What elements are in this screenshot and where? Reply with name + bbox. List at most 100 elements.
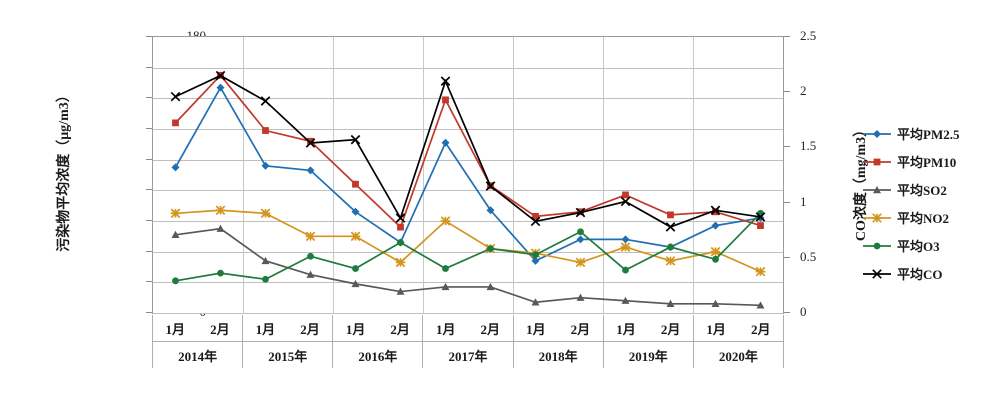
data-point-x (260, 96, 271, 106)
x-axis-month-label: 2月 (750, 322, 771, 337)
series-5 (172, 209, 764, 285)
x-axis-month-label: 2月 (300, 322, 320, 337)
x-axis-month-row: 1月 2月 (513, 315, 603, 342)
x-axis-month-row: 1月 2月 (333, 315, 423, 342)
year-separator (603, 37, 604, 313)
data-point-square (873, 158, 881, 165)
series-line (174, 85, 761, 262)
data-point-circle (442, 265, 449, 272)
data-point-square (352, 180, 359, 188)
y-tick-mark (146, 220, 152, 221)
year-separator (693, 37, 694, 313)
legend-label: 平均O3 (897, 239, 940, 254)
x-axis-month-row: 1月 2月 (423, 315, 513, 342)
data-point-x (620, 196, 631, 207)
data-point-square (307, 137, 314, 145)
x-axis-month-label: 1月 (345, 322, 366, 337)
data-point-circle (532, 251, 539, 259)
data-point-diamond (171, 163, 180, 172)
legend-label: 平均NO2 (897, 211, 950, 226)
x-axis-year-group: 1月 2月 2020年 (693, 315, 784, 368)
legend-item-2[interactable]: 平均PM10 (862, 152, 959, 171)
year-separator (243, 37, 244, 313)
secondary-y-tick-mark (784, 312, 790, 313)
data-point-x (215, 70, 226, 81)
data-point-triangle (756, 301, 765, 309)
data-point-diamond (576, 235, 585, 244)
data-point-circle (307, 252, 314, 260)
y-tick-mark (146, 36, 152, 37)
data-point-x (350, 134, 361, 145)
gridline (153, 190, 783, 192)
secondary-y-tick-label: 1 (800, 193, 807, 209)
secondary-y-tick-mark (784, 91, 790, 93)
data-point-circle (262, 275, 269, 283)
x-axis-year-label: 2014年 (178, 349, 218, 364)
x-axis-month-row: 1月 2月 (693, 315, 783, 342)
data-point-triangle (351, 279, 360, 288)
data-point-diamond (621, 235, 630, 244)
data-point-star (170, 208, 181, 219)
data-point-triangle (396, 287, 405, 295)
series-line (175, 212, 762, 282)
data-point-square (442, 96, 449, 104)
data-point-triangle (441, 282, 450, 291)
series-4 (170, 205, 766, 277)
secondary-y-tick-label: 1.5 (800, 138, 817, 154)
x-axis-month-label: 2月 (390, 322, 410, 337)
legend-item-5[interactable]: 平均O3 (862, 236, 959, 255)
legend-item-4[interactable]: 平均NO2 (862, 208, 959, 227)
year-separator (423, 37, 424, 313)
x-axis-month-label: 1月 (526, 322, 546, 337)
data-point-star (872, 212, 882, 223)
legend-item-1[interactable]: 平均PM2.5 (862, 124, 959, 143)
y-tick-mark (146, 281, 152, 283)
legend-item-3[interactable]: 平均SO2 (862, 180, 959, 199)
data-point-x (395, 213, 406, 223)
legend-marker-icon (863, 129, 891, 138)
legend-marker-icon (863, 268, 891, 279)
secondary-y-tick-label: 0.5 (800, 248, 817, 264)
x-axis-month-label: 2月 (210, 322, 230, 337)
y-tick-mark (146, 312, 152, 313)
x-axis-month-label: 2月 (480, 322, 501, 337)
data-point-star (305, 231, 316, 242)
x-axis-year-group: 1月 2月 2015年 (243, 315, 334, 368)
secondary-y-tick-mark (784, 201, 790, 203)
legend-label: 平均PM10 (897, 155, 957, 170)
x-axis-month-label: 1月 (255, 322, 276, 337)
y-axis-title: 污染物平均浓度（μg/m3） (57, 88, 72, 252)
x-axis: 1月 2月 2014年 1月 2月 2015年 1月 2月 2016年 1月 2月 2017年 1月 2月… (152, 315, 784, 368)
year-separator (513, 37, 514, 313)
x-axis-month-label: 1月 (616, 322, 636, 337)
x-axis-month-label: 2月 (570, 322, 591, 337)
data-point-circle (352, 265, 359, 272)
legend-item-6[interactable]: 平均CO (862, 264, 959, 283)
data-point-star (260, 208, 271, 219)
data-point-circle (712, 255, 719, 263)
data-point-circle (397, 239, 404, 246)
data-point-square (622, 191, 629, 199)
data-point-diamond (486, 206, 495, 215)
data-point-star (710, 246, 721, 257)
data-point-x (665, 222, 676, 232)
x-axis-year-group: 1月 2月 2018年 (513, 315, 604, 368)
x-axis-month-row: 1月 2月 (603, 315, 693, 342)
data-point-diamond (306, 166, 315, 175)
data-point-circle (217, 269, 224, 277)
x-axis-year-label: 2019年 (628, 349, 668, 364)
data-point-square (532, 213, 539, 220)
data-point-diamond (261, 161, 270, 170)
x-axis-month-row: 1月 2月 (243, 315, 333, 342)
data-point-diamond (531, 256, 540, 265)
series-3 (171, 224, 765, 309)
data-point-star (215, 205, 226, 216)
data-point-circle (873, 242, 881, 249)
x-axis-month-label: 1月 (435, 322, 456, 337)
series-line (175, 209, 761, 273)
gridline (153, 251, 783, 253)
data-point-x (305, 138, 316, 148)
x-axis-year-group: 1月 2月 2017年 (423, 315, 514, 368)
data-point-triangle (621, 296, 630, 304)
